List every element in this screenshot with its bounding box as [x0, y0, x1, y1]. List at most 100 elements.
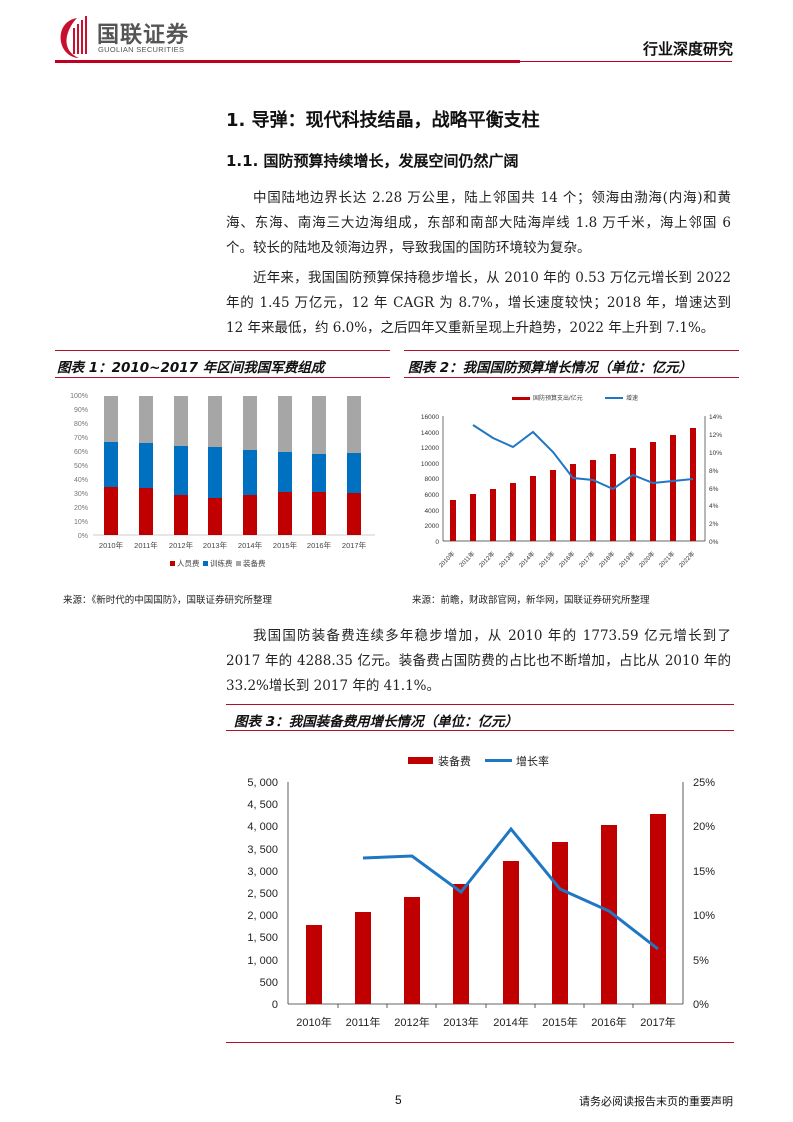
- fig1-bottom-rule: [55, 377, 390, 378]
- svg-text:3, 500: 3, 500: [247, 844, 278, 856]
- disclaimer-note: 请务必阅读报告末页的重要声明: [579, 1095, 733, 1108]
- svg-text:2014年: 2014年: [238, 540, 263, 550]
- svg-text:0%: 0%: [78, 533, 88, 540]
- svg-text:40%: 40%: [74, 477, 88, 484]
- svg-text:2014年: 2014年: [493, 1015, 528, 1029]
- svg-text:0%: 0%: [709, 539, 719, 546]
- fig1-source: 来源：《新时代的中国国防》，国联证券研究所整理: [63, 595, 273, 606]
- logo-english-name: GUOLIAN SECURITIES: [98, 45, 185, 54]
- svg-text:装备费: 装备费: [243, 558, 266, 568]
- fig3-bottom-rule: [226, 730, 734, 731]
- svg-text:1, 500: 1, 500: [247, 932, 278, 944]
- svg-text:2011年: 2011年: [457, 550, 476, 569]
- fig1-title: 图表 1：2010~2017 年区间我国军费组成: [57, 360, 325, 376]
- svg-text:人员费: 人员费: [177, 558, 200, 568]
- svg-text:500: 500: [260, 977, 278, 989]
- svg-text:2%: 2%: [709, 521, 719, 528]
- svg-text:2000: 2000: [425, 523, 440, 530]
- svg-text:2013年: 2013年: [203, 540, 228, 550]
- svg-text:12%: 12%: [709, 432, 722, 439]
- svg-text:5, 000: 5, 000: [247, 777, 278, 789]
- svg-text:10%: 10%: [709, 450, 722, 457]
- fig2-source: 来源：前瞻，财政部官网，新华网，国联证券研究所整理: [412, 595, 650, 606]
- svg-text:20%: 20%: [74, 505, 88, 512]
- svg-text:2012年: 2012年: [477, 550, 496, 569]
- paragraph-equipment: 我国国防装备费连续多年稳步增加，从 2010 年的 1773.59 亿元增长到了…: [226, 628, 731, 694]
- fig1-top-rule: [55, 350, 390, 351]
- svg-text:2016年: 2016年: [591, 1015, 626, 1029]
- fig1-chart: 100% 90% 80% 70% 60% 50% 40% 30% 20% 10% 0% 201…: [70, 393, 375, 568]
- svg-text:8%: 8%: [709, 468, 719, 475]
- svg-text:8000: 8000: [425, 476, 440, 483]
- fig2-chart: 国防预算支出/亿元 增速 16000 14000 12000 10000 8000 60…: [421, 394, 722, 569]
- paragraph-borders: 中国陆地边界长达 2.28 万公里，陆上邻国共 14 个；领海由渤海(内海)和黄…: [226, 190, 731, 256]
- svg-text:2019年: 2019年: [617, 550, 636, 569]
- svg-text:5%: 5%: [693, 955, 709, 967]
- paragraph-budget: 近年来，我国国防预算保持稳步增长，从 2010 年的 0.53 万亿元增长到 2…: [226, 270, 731, 336]
- svg-text:增速: 增速: [626, 394, 638, 402]
- fig3-top-rule: [226, 704, 734, 705]
- svg-text:6%: 6%: [709, 486, 719, 493]
- fig2-bars: [450, 428, 696, 541]
- svg-text:2010年: 2010年: [99, 540, 124, 550]
- svg-text:2015年: 2015年: [542, 1015, 577, 1029]
- report-type: 行业深度研究: [642, 40, 733, 58]
- page-number: 5: [395, 1093, 402, 1107]
- svg-text:6000: 6000: [425, 492, 440, 499]
- svg-text:2015年: 2015年: [537, 550, 556, 569]
- svg-text:14%: 14%: [709, 414, 722, 421]
- fig2-legend: 国防预算支出/亿元 增速: [512, 394, 638, 402]
- fig3-growth-line: [362, 826, 659, 951]
- svg-text:2012年: 2012年: [169, 540, 194, 550]
- svg-text:2011年: 2011年: [134, 540, 158, 550]
- fig3-legend: 装备费 增长率: [408, 754, 549, 768]
- svg-text:0: 0: [272, 999, 278, 1011]
- svg-text:装备费: 装备费: [438, 754, 471, 768]
- fig1-bars: [104, 396, 361, 535]
- svg-text:训练费: 训练费: [210, 558, 233, 568]
- svg-text:2018年: 2018年: [597, 550, 616, 569]
- svg-text:增长率: 增长率: [516, 754, 549, 768]
- fig3-end-rule: [226, 1042, 734, 1043]
- fig2-bottom-rule: [404, 377, 739, 378]
- svg-text:2016年: 2016年: [557, 550, 576, 569]
- svg-text:2017年: 2017年: [342, 540, 367, 550]
- svg-text:2016年: 2016年: [307, 540, 332, 550]
- header-rule-thick: [55, 60, 520, 63]
- svg-text:0%: 0%: [693, 999, 709, 1011]
- svg-text:10%: 10%: [693, 910, 715, 922]
- svg-text:14000: 14000: [421, 430, 439, 437]
- svg-text:2011年: 2011年: [346, 1015, 381, 1029]
- svg-text:2014年: 2014年: [517, 550, 536, 569]
- section-heading: 1. 导弹：现代科技结晶，战略平衡支柱: [226, 110, 540, 131]
- svg-text:2017年: 2017年: [640, 1015, 675, 1029]
- header-rule-thin: [520, 61, 732, 62]
- svg-text:2022年: 2022年: [677, 550, 696, 569]
- svg-text:2, 500: 2, 500: [247, 888, 278, 900]
- svg-text:10000: 10000: [421, 461, 439, 468]
- svg-text:2013年: 2013年: [443, 1015, 478, 1029]
- fig2-title: 图表 2：我国国防预算增长情况（单位：亿元）: [408, 360, 693, 376]
- svg-text:2012年: 2012年: [394, 1015, 429, 1029]
- logo-name: 国联证券: [97, 23, 190, 48]
- svg-text:4000: 4000: [425, 508, 440, 515]
- svg-text:15%: 15%: [693, 866, 715, 878]
- svg-text:80%: 80%: [74, 421, 88, 428]
- svg-text:12000: 12000: [421, 445, 439, 452]
- svg-text:2020年: 2020年: [637, 550, 656, 569]
- svg-text:2017年: 2017年: [577, 550, 596, 569]
- svg-text:4%: 4%: [709, 503, 719, 510]
- svg-text:2021年: 2021年: [657, 550, 676, 569]
- subsection-heading: 1.1. 国防预算持续增长，发展空间仍然广阔: [226, 152, 519, 170]
- svg-text:60%: 60%: [74, 449, 88, 456]
- svg-text:1, 000: 1, 000: [247, 955, 278, 967]
- svg-text:50%: 50%: [74, 463, 88, 470]
- svg-text:2, 000: 2, 000: [247, 910, 278, 922]
- fig2-top-rule: [404, 350, 739, 351]
- svg-text:0: 0: [435, 539, 439, 546]
- svg-text:国防预算支出/亿元: 国防预算支出/亿元: [533, 394, 583, 402]
- company-logo: [57, 14, 217, 60]
- svg-text:90%: 90%: [74, 407, 88, 414]
- fig2-growth-line: [472, 424, 694, 491]
- svg-text:10%: 10%: [74, 519, 88, 526]
